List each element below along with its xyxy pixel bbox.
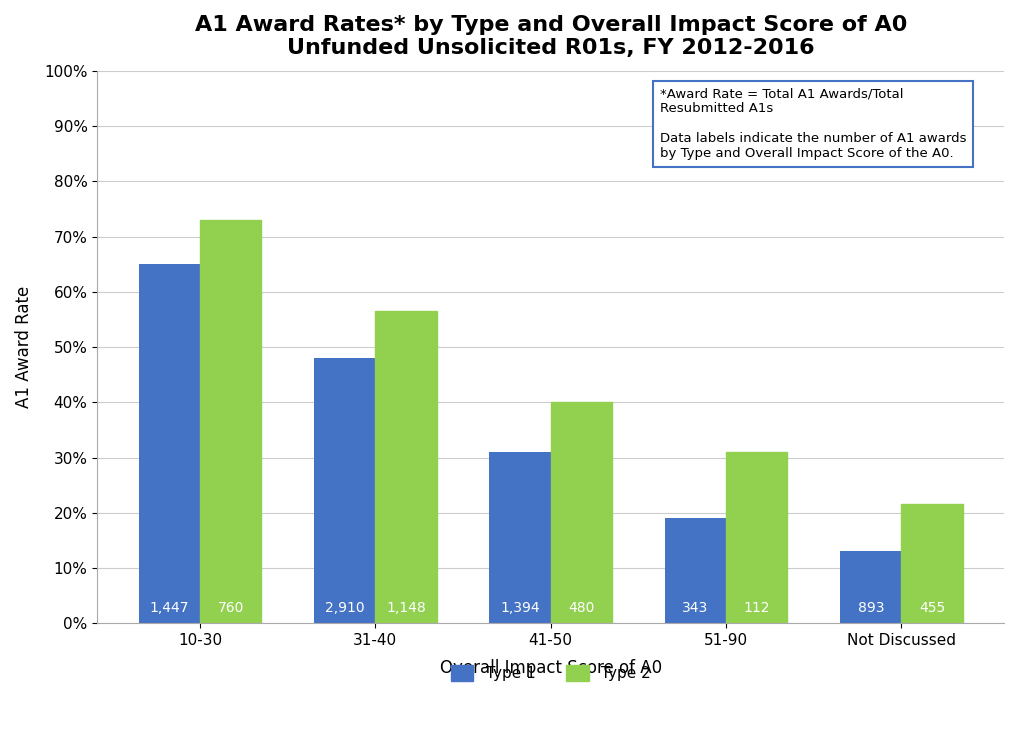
Bar (901, 505, 963, 623)
X-axis label: Overall Impact Score of A0: Overall Impact Score of A0 (439, 659, 662, 677)
Text: 455: 455 (919, 601, 945, 615)
Text: 1,148: 1,148 (386, 601, 426, 615)
Bar (376, 311, 436, 623)
Bar (726, 452, 787, 623)
Text: 112: 112 (743, 601, 770, 615)
Bar (551, 402, 612, 623)
Bar (138, 264, 200, 623)
Bar (200, 220, 261, 623)
Bar (665, 519, 726, 623)
Text: 760: 760 (217, 601, 244, 615)
Text: 1,447: 1,447 (150, 601, 189, 615)
Bar (489, 452, 551, 623)
Title: A1 Award Rates* by Type and Overall Impact Score of A0
Unfunded Unsolicited R01s: A1 Award Rates* by Type and Overall Impa… (195, 15, 907, 58)
Text: 1,394: 1,394 (500, 601, 540, 615)
Bar (314, 358, 376, 623)
Bar (840, 551, 901, 623)
Text: 480: 480 (568, 601, 595, 615)
Text: *Award Rate = Total A1 Awards/Total
Resubmitted A1s

Data labels indicate the nu: *Award Rate = Total A1 Awards/Total Resu… (659, 88, 966, 160)
Text: 343: 343 (682, 601, 709, 615)
Y-axis label: A1 Award Rate: A1 Award Rate (15, 286, 33, 408)
Legend: Type 1, Type 2: Type 1, Type 2 (444, 659, 657, 687)
Text: 2,910: 2,910 (325, 601, 365, 615)
Text: 893: 893 (857, 601, 884, 615)
